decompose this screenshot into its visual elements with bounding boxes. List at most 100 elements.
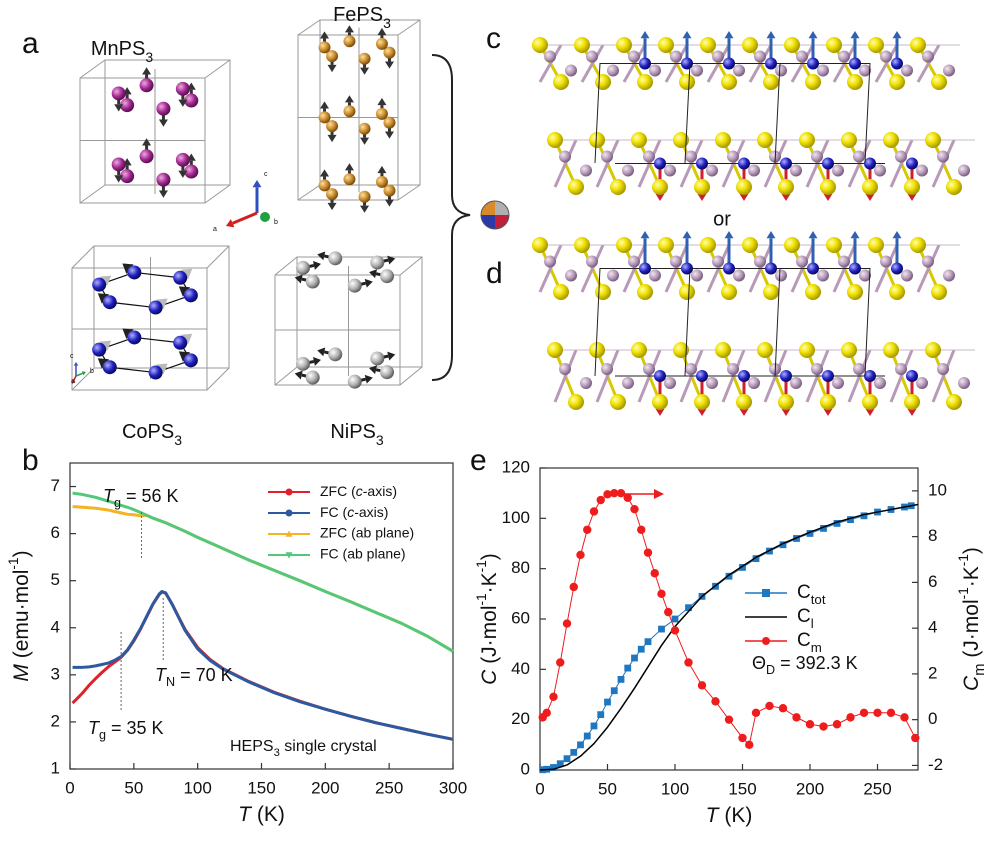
y2-axis-label: Cm (J·mol-1·K-1): [956, 547, 988, 691]
atom: [679, 284, 695, 300]
atom: [319, 111, 331, 123]
spin-arrow-head: [74, 362, 79, 366]
atom: [589, 132, 605, 148]
text-part: N: [166, 675, 175, 689]
atom: [895, 363, 907, 375]
atom: [296, 261, 310, 275]
atom: [742, 37, 758, 53]
text-part: l: [811, 616, 814, 631]
atom: [904, 394, 920, 410]
text-part: g: [114, 496, 121, 510]
atom: [733, 65, 745, 77]
atom: [790, 165, 802, 177]
data-point: [564, 755, 571, 762]
legend-marker: [762, 637, 770, 645]
data-point: [604, 699, 611, 706]
atom: [723, 263, 735, 275]
data-point: [597, 496, 605, 504]
atom: [817, 65, 829, 77]
atom: [784, 237, 800, 253]
y-tick-label: 1: [51, 758, 60, 777]
atom: [700, 237, 716, 253]
atom: [568, 394, 584, 410]
atom: [853, 151, 865, 163]
y2-tick-label: 4: [928, 618, 937, 637]
y-tick-label: 120: [502, 457, 530, 476]
atom: [184, 353, 198, 367]
atom: [639, 58, 651, 70]
text-part: HEPS: [230, 738, 274, 755]
text-part: tot: [811, 592, 826, 607]
atom: [775, 65, 787, 77]
axis-letter: a: [213, 226, 217, 233]
atom: [775, 270, 787, 282]
data-point: [576, 551, 584, 559]
text-part: -axis): [363, 483, 397, 499]
y-tick-label: 20: [511, 709, 530, 728]
atom: [306, 275, 320, 289]
x-tick-label: 250: [863, 779, 891, 798]
spin-arrow-head: [385, 131, 394, 138]
atom: [883, 342, 899, 358]
atom: [691, 270, 703, 282]
atom: [580, 377, 592, 389]
atom: [176, 153, 190, 167]
atom: [343, 173, 355, 185]
y-tick-label: 0: [521, 759, 530, 778]
cell-edge: [72, 246, 94, 268]
atom: [652, 179, 668, 195]
atom: [922, 51, 934, 63]
y-tick-label: 40: [511, 659, 530, 678]
atom: [553, 74, 569, 90]
text-part: ): [478, 553, 501, 560]
spin-arrow-head: [317, 348, 325, 357]
spin-arrow-head: [387, 352, 395, 361]
spin-arrow-head: [360, 206, 369, 213]
atom: [748, 165, 760, 177]
data-point: [590, 507, 598, 515]
y-tick-label: 60: [511, 608, 530, 627]
atom: [738, 158, 750, 170]
text-part: -1: [956, 587, 971, 599]
atom: [748, 377, 760, 389]
spin-arrow-head: [893, 231, 902, 238]
atom: [652, 394, 668, 410]
atom: [841, 132, 857, 148]
atom: [343, 105, 355, 117]
data-point: [765, 702, 773, 710]
spin-arrow-head: [360, 68, 369, 75]
atom: [757, 132, 773, 148]
y2-tick-label: 0: [928, 709, 937, 728]
text-part: (emu·mol: [10, 570, 33, 665]
atom: [706, 377, 718, 389]
atom: [727, 363, 739, 375]
atom: [822, 158, 834, 170]
text-part: = 70 K: [175, 665, 233, 685]
text-part: (J·mol: [960, 599, 983, 663]
data-point: [570, 583, 578, 591]
data-point: [611, 687, 618, 694]
spin-arrow-head: [683, 31, 692, 38]
axis-origin: [260, 212, 270, 222]
cell-edge: [205, 185, 230, 203]
annotation: Tg = 56 K: [103, 486, 179, 511]
legend-label: Ctot: [797, 582, 826, 607]
spin-arrow-head: [345, 163, 354, 170]
data-point: [563, 619, 571, 627]
spin-arrow-head: [385, 61, 394, 68]
series-line: [540, 504, 918, 770]
atom: [376, 38, 388, 50]
data-point: [911, 734, 919, 742]
atom: [140, 78, 154, 92]
spin-arrow-head: [317, 252, 325, 261]
atom: [916, 377, 928, 389]
cell-edge: [207, 246, 229, 268]
atom: [937, 151, 949, 163]
legend-label: ZFC (c-axis): [320, 483, 397, 499]
atom: [559, 151, 571, 163]
spin-arrow-head: [295, 371, 303, 380]
data-point: [584, 733, 591, 740]
text-part: NiPS: [330, 421, 376, 443]
atom: [306, 371, 320, 385]
atom: [738, 370, 750, 382]
